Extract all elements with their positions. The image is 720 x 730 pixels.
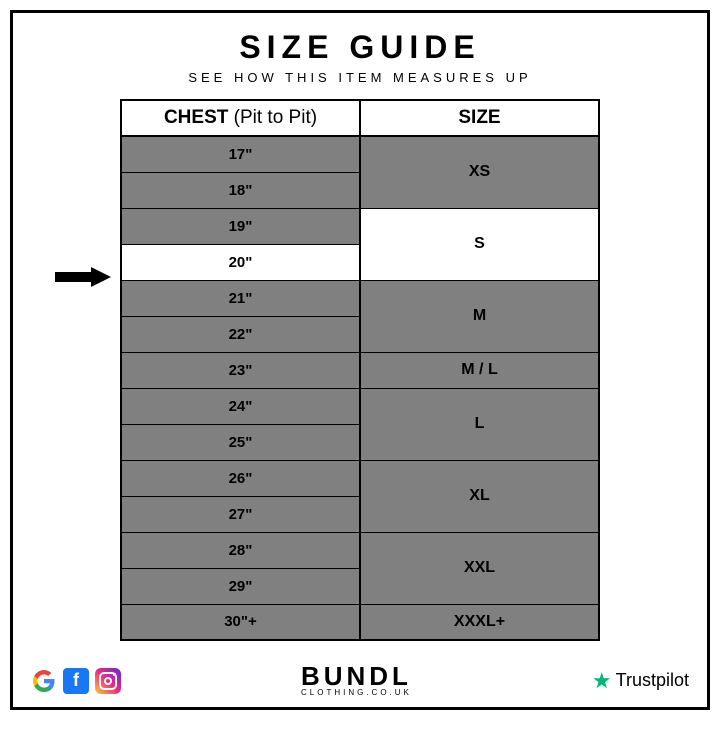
chest-cell: 25" [121, 424, 360, 460]
brand-logo: BUNDL CLOTHING.CO.UK [301, 665, 412, 697]
size-cell: M / L [360, 352, 599, 388]
chest-cell: 29" [121, 568, 360, 604]
instagram-icon[interactable] [95, 668, 121, 694]
social-icons: f [31, 668, 121, 694]
chest-cell: 19" [121, 208, 360, 244]
table-row: 23"M / L [121, 352, 599, 388]
table-row: 24"L [121, 388, 599, 424]
col-header-size: SIZE [360, 100, 599, 136]
chest-cell: 28" [121, 532, 360, 568]
size-cell: XS [360, 136, 599, 208]
size-cell: XXXL+ [360, 604, 599, 640]
table-row: 19"S [121, 208, 599, 244]
size-cell: S [360, 208, 599, 280]
chest-cell: 22" [121, 316, 360, 352]
chest-cell: 18" [121, 172, 360, 208]
google-icon[interactable] [31, 668, 57, 694]
size-cell: L [360, 388, 599, 460]
page-subtitle: SEE HOW THIS ITEM MEASURES UP [188, 70, 531, 85]
col-header-chest: CHEST (Pit to Pit) [121, 100, 360, 136]
brand-name: BUNDL [301, 665, 412, 688]
page-title: SIZE GUIDE [239, 29, 480, 66]
size-table: CHEST (Pit to Pit) SIZE 17"XS18"19"S20"2… [120, 99, 600, 641]
table-row: 17"XS [121, 136, 599, 172]
trustpilot-label: Trustpilot [616, 670, 689, 691]
size-cell: M [360, 280, 599, 352]
indicator-arrow-icon [55, 267, 113, 287]
chest-cell: 20" [121, 244, 360, 280]
table-row: 28"XXL [121, 532, 599, 568]
size-guide-card: SIZE GUIDE SEE HOW THIS ITEM MEASURES UP… [10, 10, 710, 710]
star-icon: ★ [592, 668, 612, 694]
table-row: 21"M [121, 280, 599, 316]
brand-domain: CLOTHING.CO.UK [301, 688, 412, 697]
table-wrap: CHEST (Pit to Pit) SIZE 17"XS18"19"S20"2… [120, 99, 600, 641]
chest-cell: 23" [121, 352, 360, 388]
facebook-icon[interactable]: f [63, 668, 89, 694]
chest-cell: 24" [121, 388, 360, 424]
chest-cell: 30"+ [121, 604, 360, 640]
chest-cell: 17" [121, 136, 360, 172]
size-cell: XL [360, 460, 599, 532]
trustpilot-badge[interactable]: ★ Trustpilot [592, 668, 689, 694]
chest-cell: 27" [121, 496, 360, 532]
chest-cell: 21" [121, 280, 360, 316]
table-row: 26"XL [121, 460, 599, 496]
footer: f BUNDL CLOTHING.CO.UK ★ Trustpilot [13, 665, 707, 697]
chest-cell: 26" [121, 460, 360, 496]
size-cell: XXL [360, 532, 599, 604]
table-row: 30"+XXXL+ [121, 604, 599, 640]
